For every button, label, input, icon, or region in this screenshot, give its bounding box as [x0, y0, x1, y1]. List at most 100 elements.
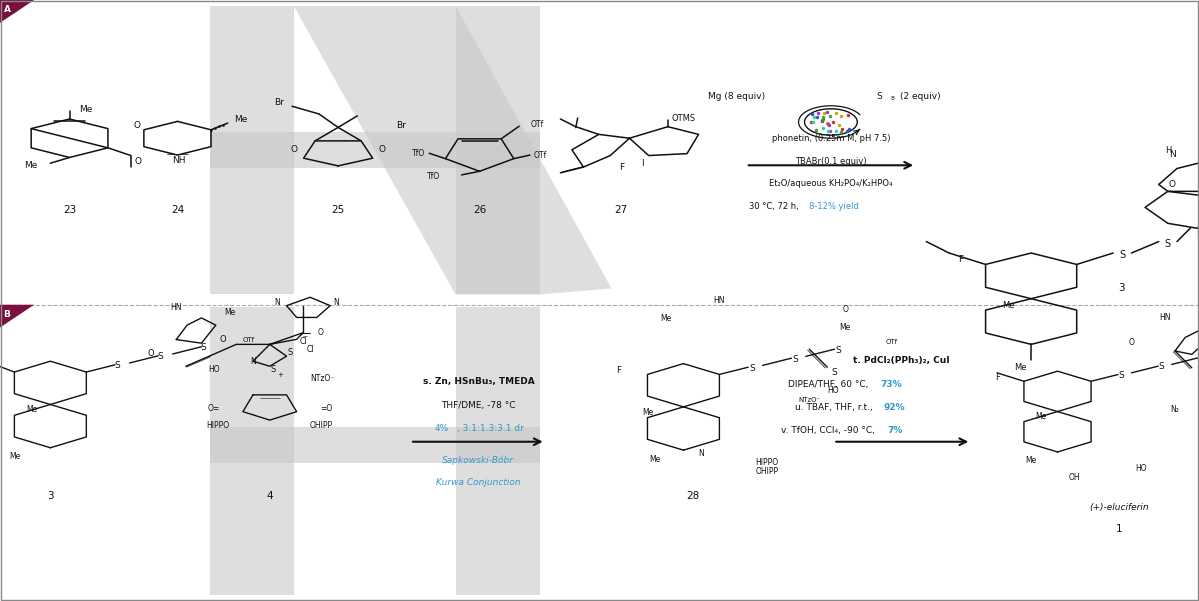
Text: +: + [277, 371, 283, 377]
Text: =O: =O [320, 404, 332, 413]
Text: 8: 8 [891, 96, 894, 101]
Text: HIPPO: HIPPO [206, 421, 229, 430]
Text: O: O [134, 157, 141, 166]
Text: OTf: OTf [886, 339, 898, 345]
Text: F: F [619, 163, 625, 171]
Text: N₂: N₂ [1170, 406, 1180, 414]
Text: HO: HO [207, 365, 219, 374]
Text: 1: 1 [1115, 524, 1122, 534]
Text: 3: 3 [1117, 284, 1125, 293]
Text: O: O [219, 335, 227, 344]
Text: 7%: 7% [887, 426, 903, 435]
Text: 26: 26 [472, 206, 487, 215]
Text: S: S [288, 349, 293, 357]
Text: S: S [836, 346, 840, 355]
Text: NTzO⁻: NTzO⁻ [311, 374, 335, 382]
Text: Sapkowski-Bóbr: Sapkowski-Bóbr [442, 455, 514, 465]
Text: Mg (8 equiv): Mg (8 equiv) [707, 92, 765, 100]
Text: S: S [1197, 225, 1199, 235]
Text: OH: OH [1068, 473, 1080, 481]
Polygon shape [288, 6, 611, 294]
Text: N: N [699, 450, 704, 458]
Text: 23: 23 [62, 206, 77, 215]
Text: (2 equiv): (2 equiv) [900, 92, 941, 100]
Polygon shape [210, 427, 540, 463]
Text: Me: Me [641, 408, 653, 416]
Text: O: O [133, 121, 140, 130]
Text: N: N [1169, 150, 1176, 159]
Text: Me: Me [659, 314, 671, 323]
Text: Me: Me [8, 453, 20, 461]
Text: THF/DME, -78 °C: THF/DME, -78 °C [441, 401, 516, 410]
Text: O: O [147, 350, 155, 358]
Text: S: S [271, 365, 276, 374]
Text: OTf: OTf [242, 337, 254, 343]
Text: HN: HN [1159, 313, 1170, 322]
Text: S: S [114, 361, 120, 370]
Text: Me: Me [224, 308, 236, 317]
Text: u. TBAF, THF, r.t.,: u. TBAF, THF, r.t., [795, 403, 875, 412]
Text: F: F [995, 373, 1000, 382]
Text: O=: O= [207, 404, 219, 413]
Text: OTMS: OTMS [671, 115, 695, 123]
Text: (+)-eluciferin: (+)-eluciferin [1089, 504, 1149, 512]
Polygon shape [0, 0, 34, 23]
Text: O: O [1128, 338, 1134, 347]
Polygon shape [456, 6, 540, 294]
Text: 28: 28 [686, 491, 700, 501]
Text: OTf: OTf [531, 120, 544, 129]
Text: Me: Me [1035, 412, 1047, 421]
Text: B: B [4, 310, 11, 319]
Text: S: S [749, 364, 754, 373]
Text: TfO: TfO [427, 172, 440, 181]
Text: NH: NH [171, 156, 186, 165]
Text: O: O [1169, 180, 1176, 189]
Text: 4: 4 [266, 491, 273, 501]
Text: Me: Me [24, 160, 38, 169]
Text: Me: Me [26, 406, 38, 414]
Text: H: H [1164, 146, 1171, 154]
Text: S: S [1119, 250, 1126, 260]
Text: 73%: 73% [880, 380, 902, 389]
Text: t. PdCl₂(PPh₃)₂, CuI: t. PdCl₂(PPh₃)₂, CuI [854, 356, 950, 365]
Text: Me: Me [649, 455, 661, 463]
Text: Br: Br [396, 121, 405, 130]
Text: I: I [641, 159, 644, 168]
Polygon shape [0, 305, 34, 328]
Text: Br: Br [275, 98, 284, 107]
Text: 92%: 92% [884, 403, 905, 412]
Text: 30 °C, 72 h,: 30 °C, 72 h, [748, 203, 801, 211]
Text: S: S [200, 343, 206, 352]
Polygon shape [456, 307, 540, 595]
Text: S: S [793, 355, 797, 364]
Text: Me: Me [79, 105, 92, 114]
Text: TBABr(0.1 equiv): TBABr(0.1 equiv) [795, 157, 867, 165]
Text: s. Zn, HSnBu₃, TMEDA: s. Zn, HSnBu₃, TMEDA [422, 377, 535, 386]
Text: 3: 3 [47, 491, 54, 501]
Text: HIPPO: HIPPO [755, 459, 778, 467]
Text: DIPEA/THF, 60 °C,: DIPEA/THF, 60 °C, [789, 380, 872, 389]
Text: S: S [1164, 239, 1171, 249]
Text: 8-12% yield: 8-12% yield [809, 203, 860, 211]
Text: S: S [832, 368, 837, 377]
Text: HN: HN [713, 296, 725, 305]
Text: 25: 25 [331, 206, 345, 215]
Text: F: F [958, 255, 963, 264]
Text: Me: Me [235, 115, 248, 124]
Text: 24: 24 [170, 206, 185, 215]
Text: N: N [251, 357, 255, 365]
Text: HN: HN [170, 303, 182, 311]
Text: Me: Me [839, 323, 851, 332]
Text: Me: Me [1025, 456, 1036, 465]
Text: O: O [318, 328, 323, 337]
Text: 4%: 4% [434, 424, 448, 433]
Text: N: N [275, 298, 279, 307]
Text: S: S [1119, 371, 1125, 380]
Text: Me: Me [1014, 363, 1026, 371]
Text: N: N [333, 298, 339, 307]
Text: Me: Me [1002, 301, 1014, 310]
Text: O: O [379, 145, 385, 154]
Text: 27: 27 [614, 206, 628, 215]
Text: Kurwa Conjunction: Kurwa Conjunction [436, 478, 520, 487]
Text: HO: HO [827, 386, 839, 395]
